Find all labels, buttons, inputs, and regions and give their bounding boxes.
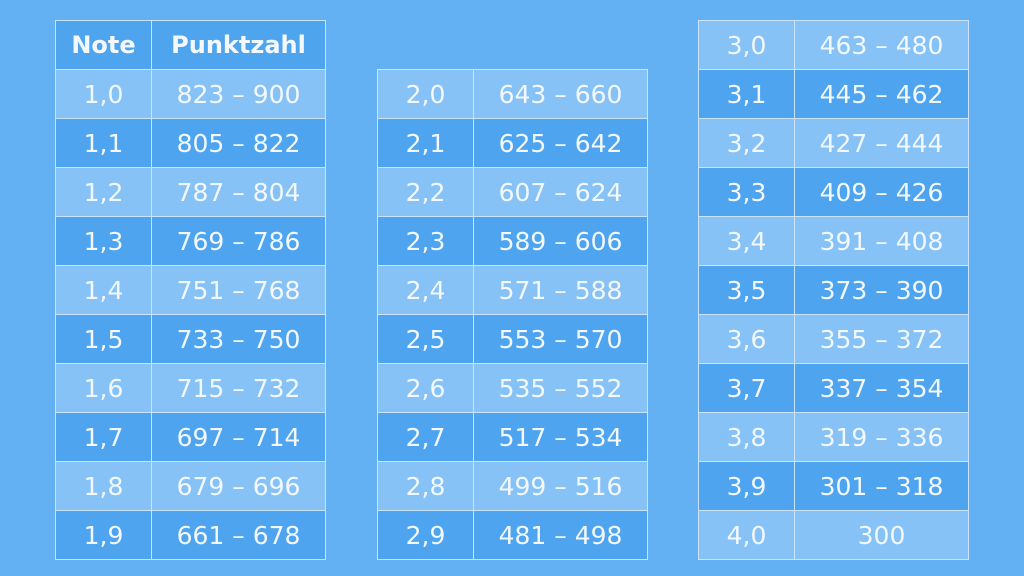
points-cell: 337 – 354: [794, 363, 969, 413]
grade-cell: 1,8: [55, 461, 152, 511]
header-row: Note Punktzahl: [55, 20, 326, 70]
points-cell: 535 – 552: [473, 363, 648, 413]
points-cell: 733 – 750: [151, 314, 326, 364]
points-cell: 463 – 480: [794, 20, 969, 70]
points-cell: 319 – 336: [794, 412, 969, 462]
grade-cell: 3,2: [698, 118, 795, 168]
grade-cell: 3,1: [698, 69, 795, 119]
table-row: 2,4 571 – 588: [377, 265, 648, 315]
points-cell: 517 – 534: [473, 412, 648, 462]
points-cell: 481 – 498: [473, 510, 648, 560]
table-row: 1,4 751 – 768: [55, 265, 326, 315]
table-row: 1,7 697 – 714: [55, 412, 326, 462]
table-row: 1,5 733 – 750: [55, 314, 326, 364]
table-row: 3,5 373 – 390: [698, 265, 969, 315]
grade-cell: 1,2: [55, 167, 152, 217]
points-cell: 625 – 642: [473, 118, 648, 168]
table-row: 1,6 715 – 732: [55, 363, 326, 413]
grade-cell: 3,3: [698, 167, 795, 217]
grade-table-2: 2,0 643 – 660 2,1 625 – 642 2,2 607 – 624 2,3 5…: [377, 69, 648, 560]
grade-table-1: Note Punktzahl 1,0 823 – 900 1,1 805 – 822 1…: [55, 20, 326, 560]
grade-cell: 1,5: [55, 314, 152, 364]
points-cell: 300: [794, 510, 969, 560]
grade-cell: 2,3: [377, 216, 474, 266]
grade-cell: 1,0: [55, 69, 152, 119]
grade-cell: 2,0: [377, 69, 474, 119]
table-row: 1,1 805 – 822: [55, 118, 326, 168]
header-punktzahl: Punktzahl: [151, 20, 326, 70]
points-cell: 301 – 318: [794, 461, 969, 511]
points-cell: 553 – 570: [473, 314, 648, 364]
points-cell: 355 – 372: [794, 314, 969, 364]
grade-cell: 2,5: [377, 314, 474, 364]
grade-cell: 3,7: [698, 363, 795, 413]
table-row: 2,6 535 – 552: [377, 363, 648, 413]
table-row: 2,3 589 – 606: [377, 216, 648, 266]
table-row: 3,4 391 – 408: [698, 216, 969, 266]
table-row: 3,6 355 – 372: [698, 314, 969, 364]
table-row: 2,0 643 – 660: [377, 69, 648, 119]
points-cell: 769 – 786: [151, 216, 326, 266]
table-row: 1,3 769 – 786: [55, 216, 326, 266]
grade-cell: 2,2: [377, 167, 474, 217]
grade-cell: 2,9: [377, 510, 474, 560]
points-cell: 571 – 588: [473, 265, 648, 315]
grade-cell: 2,6: [377, 363, 474, 413]
points-cell: 607 – 624: [473, 167, 648, 217]
table-row: 3,0 463 – 480: [698, 20, 969, 70]
grade-cell: 4,0: [698, 510, 795, 560]
table-row: 2,9 481 – 498: [377, 510, 648, 560]
points-cell: 697 – 714: [151, 412, 326, 462]
table-row: 2,1 625 – 642: [377, 118, 648, 168]
table-row: 2,5 553 – 570: [377, 314, 648, 364]
grade-cell: 3,6: [698, 314, 795, 364]
table-row: 4,0 300: [698, 510, 969, 560]
grade-cell: 3,5: [698, 265, 795, 315]
table-row: 1,0 823 – 900: [55, 69, 326, 119]
grade-cell: 3,0: [698, 20, 795, 70]
table-row: 3,8 319 – 336: [698, 412, 969, 462]
grade-cell: 3,4: [698, 216, 795, 266]
grade-cell: 3,9: [698, 461, 795, 511]
grade-cell: 3,8: [698, 412, 795, 462]
table-row: 1,2 787 – 804: [55, 167, 326, 217]
table-row: 1,9 661 – 678: [55, 510, 326, 560]
grade-cell: 1,1: [55, 118, 152, 168]
grade-cell: 1,9: [55, 510, 152, 560]
table-row: 3,7 337 – 354: [698, 363, 969, 413]
points-cell: 445 – 462: [794, 69, 969, 119]
grade-cell: 1,4: [55, 265, 152, 315]
points-cell: 499 – 516: [473, 461, 648, 511]
grade-table-3: 3,0 463 – 480 3,1 445 – 462 3,2 427 – 444 3,3 4…: [698, 20, 969, 560]
table-row: 2,2 607 – 624: [377, 167, 648, 217]
grade-cell: 1,3: [55, 216, 152, 266]
table-row: 3,2 427 – 444: [698, 118, 969, 168]
table-row: 1,8 679 – 696: [55, 461, 326, 511]
grade-cell: 1,6: [55, 363, 152, 413]
points-cell: 589 – 606: [473, 216, 648, 266]
table-row: 2,8 499 – 516: [377, 461, 648, 511]
table-row: 2,7 517 – 534: [377, 412, 648, 462]
points-cell: 643 – 660: [473, 69, 648, 119]
grade-cell: 2,1: [377, 118, 474, 168]
points-cell: 679 – 696: [151, 461, 326, 511]
table-row: 3,1 445 – 462: [698, 69, 969, 119]
points-cell: 391 – 408: [794, 216, 969, 266]
grade-cell: 1,7: [55, 412, 152, 462]
grade-cell: 2,7: [377, 412, 474, 462]
header-note: Note: [55, 20, 152, 70]
points-cell: 715 – 732: [151, 363, 326, 413]
points-cell: 661 – 678: [151, 510, 326, 560]
table-row: 3,9 301 – 318: [698, 461, 969, 511]
points-cell: 787 – 804: [151, 167, 326, 217]
points-cell: 373 – 390: [794, 265, 969, 315]
points-cell: 823 – 900: [151, 69, 326, 119]
table-row: 3,3 409 – 426: [698, 167, 969, 217]
points-cell: 427 – 444: [794, 118, 969, 168]
grade-cell: 2,8: [377, 461, 474, 511]
points-cell: 409 – 426: [794, 167, 969, 217]
points-cell: 805 – 822: [151, 118, 326, 168]
grade-cell: 2,4: [377, 265, 474, 315]
points-cell: 751 – 768: [151, 265, 326, 315]
